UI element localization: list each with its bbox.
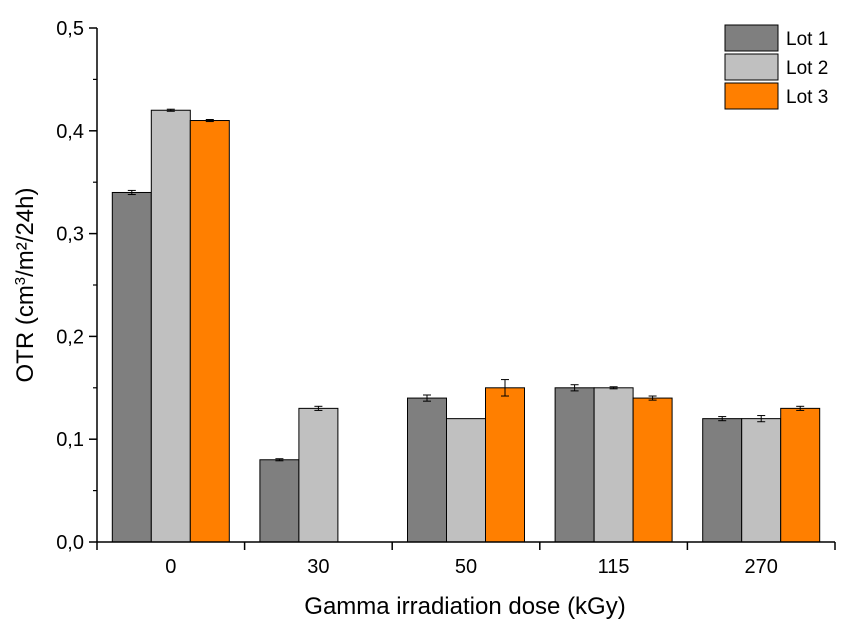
bar-lot-2-50 xyxy=(446,418,486,543)
x-tick-label: 270 xyxy=(745,556,778,578)
y-tick-label: 0,5 xyxy=(56,18,84,40)
legend-label-lot-3: Lot 3 xyxy=(786,87,828,108)
bar-lot-3-50 xyxy=(485,387,525,543)
x-axis-title: Gamma irradiation dose (kGy) xyxy=(304,593,625,620)
bar-lot-1-115 xyxy=(554,387,595,543)
y-axis-title: OTR (cm3/m²/24h) xyxy=(12,187,40,382)
y-tick-label: 0,2 xyxy=(56,326,84,348)
bar-lot-3-115 xyxy=(632,397,673,543)
error-bar-lot-1-115 xyxy=(570,384,579,392)
y-tick-label: 0,0 xyxy=(56,532,84,554)
error-bar-lot-3-270 xyxy=(796,405,805,411)
error-bar-lot-3-0 xyxy=(205,118,214,123)
error-bar-lot-1-270 xyxy=(718,416,727,422)
x-tick-label: 50 xyxy=(455,556,477,578)
x-tick-label: 0 xyxy=(165,556,176,578)
legend: Lot 1 Lot 2 Lot 3 xyxy=(724,24,828,110)
y-tick-label: 0,4 xyxy=(56,121,84,143)
bar-lot-1-0 xyxy=(111,191,152,543)
x-tick-label: 115 xyxy=(598,556,630,578)
bar-lot-1-270 xyxy=(702,418,743,543)
bar-lot-1-30 xyxy=(259,459,300,543)
axes-group: 0,0 0,1 0,2 0,3 0,4 0,5 0 30 50 115 270 xyxy=(56,18,836,578)
error-bar-lot-3-115 xyxy=(648,395,657,401)
y-axis-title-tail: /m²/24h) xyxy=(12,187,39,276)
bar-lot-2-0 xyxy=(150,109,191,543)
error-bar-lot-1-30 xyxy=(275,458,284,462)
bar-lot-2-270 xyxy=(741,418,782,543)
bar-lot-2-115 xyxy=(593,387,634,543)
bar-lot-2-30 xyxy=(298,407,339,543)
error-bar-lot-1-0 xyxy=(127,189,136,196)
y-tick-label: 0,3 xyxy=(56,224,84,246)
legend-label-lot-1: Lot 1 xyxy=(786,29,828,50)
bar-lot-3-0 xyxy=(189,120,230,543)
bar-lot-3-270 xyxy=(780,407,821,543)
legend-swatch-lot-3 xyxy=(724,82,779,110)
error-bar-lot-2-0 xyxy=(166,108,175,112)
error-bars-group xyxy=(127,108,805,462)
legend-swatch-lot-1 xyxy=(724,24,779,52)
error-bar-lot-1-50 xyxy=(423,394,431,402)
error-bar-lot-3-50 xyxy=(501,379,509,397)
error-bar-lot-2-115 xyxy=(609,386,618,390)
legend-swatch-lot-2 xyxy=(724,53,779,81)
bar-lot-1-50 xyxy=(407,397,447,543)
error-bar-lot-2-270 xyxy=(757,415,766,423)
legend-label-lot-2: Lot 2 xyxy=(786,58,828,79)
bars-group xyxy=(111,109,821,543)
x-tick-label: 30 xyxy=(307,556,329,578)
y-axis-title-base: OTR (cm xyxy=(12,285,39,382)
y-tick-label: 0,1 xyxy=(56,429,84,451)
error-bar-lot-2-30 xyxy=(314,405,323,411)
y-axis-title-sup: 3 xyxy=(12,277,29,285)
